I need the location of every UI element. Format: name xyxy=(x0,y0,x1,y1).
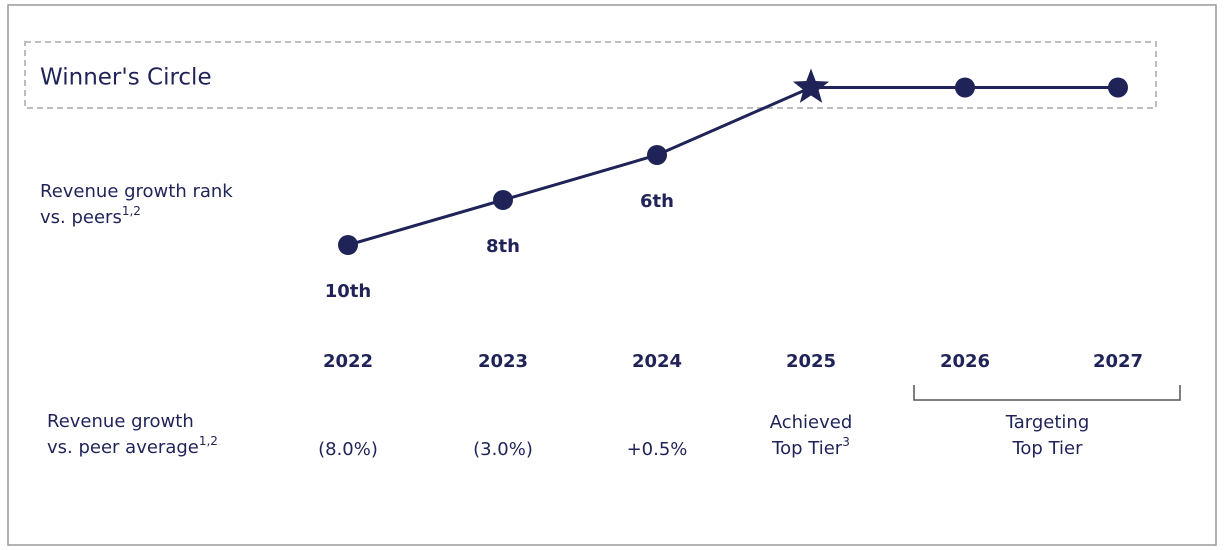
target-label-text: Targeting xyxy=(1005,412,1090,433)
target-label: Top Tier xyxy=(1011,438,1083,459)
point xyxy=(338,235,358,255)
rank-label: 10th xyxy=(325,281,371,302)
year-label: 2023 xyxy=(478,351,528,372)
rank-label: 8th xyxy=(486,236,520,257)
year-label: 2022 xyxy=(323,351,373,372)
rank-label: 6th xyxy=(640,191,674,212)
row-label-superscript: 1,2 xyxy=(199,434,218,448)
achieved-label: Top Tier3 xyxy=(771,435,850,460)
row-label-text: Revenue growth xyxy=(47,411,194,432)
point xyxy=(955,77,975,98)
year-label: 2027 xyxy=(1093,351,1143,372)
row-label-text: vs. peer average xyxy=(47,437,199,458)
row-label: vs. peer average1,2 xyxy=(47,434,218,459)
target-label-text: Top Tier xyxy=(1011,438,1083,459)
achieved-label: Achieved xyxy=(770,412,853,433)
y-axis-label-superscript: 1,2 xyxy=(122,204,141,218)
peer-growth-value: (3.0%) xyxy=(473,439,533,460)
achieved-label-text: Achieved xyxy=(770,412,853,433)
rank-line xyxy=(347,86,1118,247)
y-axis-label-text: vs. peers xyxy=(40,207,122,228)
point xyxy=(647,145,667,165)
target-bracket xyxy=(913,385,1181,401)
peer-growth-value: +0.5% xyxy=(627,439,688,460)
year-label: 2026 xyxy=(940,351,990,372)
y-axis-label-text: Revenue growth rank xyxy=(40,181,233,202)
peer-growth-value: (8.0%) xyxy=(318,439,378,460)
achieved-label-text: Top Tier xyxy=(771,438,843,459)
y-axis-label: vs. peers1,2 xyxy=(40,204,141,229)
point xyxy=(1108,77,1128,98)
y-axis-label: Revenue growth rank xyxy=(40,181,233,202)
winners-band xyxy=(24,41,1157,109)
point xyxy=(493,190,513,210)
year-label: 2025 xyxy=(786,351,836,372)
year-label: 2024 xyxy=(632,351,682,372)
star-marker xyxy=(792,68,830,103)
target-label: Targeting xyxy=(1005,412,1090,433)
achieved-label-superscript: 3 xyxy=(842,435,850,449)
frame xyxy=(7,4,1217,546)
row-label: Revenue growth xyxy=(47,411,194,432)
chart-title: Winner's Circle xyxy=(40,65,212,91)
